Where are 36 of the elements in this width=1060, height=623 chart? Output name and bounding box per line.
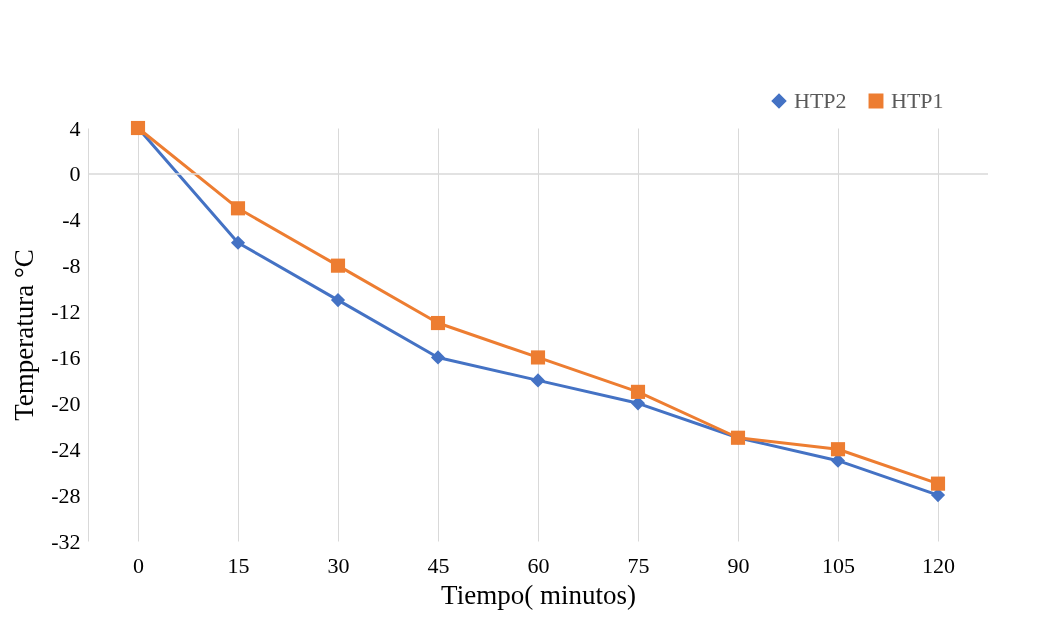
point bbox=[630, 384, 646, 399]
y-axis-title: Temperatura °C bbox=[9, 249, 40, 421]
y-tick-label: -4 bbox=[62, 207, 81, 233]
y-tick-label: -28 bbox=[51, 482, 81, 508]
x-tick-label: 105 bbox=[822, 552, 855, 578]
x-tick-label: 90 bbox=[727, 552, 750, 578]
point bbox=[330, 258, 346, 273]
x-axis-title: Tiempo( minutos) bbox=[441, 579, 636, 610]
point bbox=[630, 396, 646, 411]
x-tick-label: 30 bbox=[327, 552, 350, 578]
y-tick-label: -20 bbox=[51, 390, 81, 416]
y-tick-label: -12 bbox=[51, 299, 81, 325]
x-tick-label: 60 bbox=[527, 552, 550, 578]
point bbox=[330, 293, 346, 308]
point bbox=[530, 373, 546, 388]
x-tick-label: 75 bbox=[627, 552, 650, 578]
x-tick-label: 120 bbox=[922, 552, 955, 578]
point bbox=[830, 442, 846, 457]
point bbox=[530, 350, 546, 365]
y-tick-label: -8 bbox=[62, 253, 81, 279]
point bbox=[430, 315, 446, 331]
point bbox=[230, 235, 246, 250]
x-tick-label: 45 bbox=[427, 552, 450, 578]
y-tick-label: -24 bbox=[51, 436, 81, 462]
y-tick-label: 4 bbox=[69, 115, 81, 141]
point bbox=[430, 350, 446, 365]
y-tick-label: -32 bbox=[51, 528, 81, 554]
x-tick-label: 0 bbox=[133, 552, 144, 578]
point bbox=[930, 488, 946, 503]
x-tick-label: 15 bbox=[227, 552, 250, 578]
legend-label: HTP2 bbox=[794, 88, 847, 113]
point bbox=[230, 201, 246, 216]
y-tick-label: 0 bbox=[69, 161, 81, 187]
y-tick-label: -16 bbox=[51, 344, 81, 370]
point bbox=[930, 476, 946, 491]
legend-label: HTP1 bbox=[891, 88, 944, 113]
